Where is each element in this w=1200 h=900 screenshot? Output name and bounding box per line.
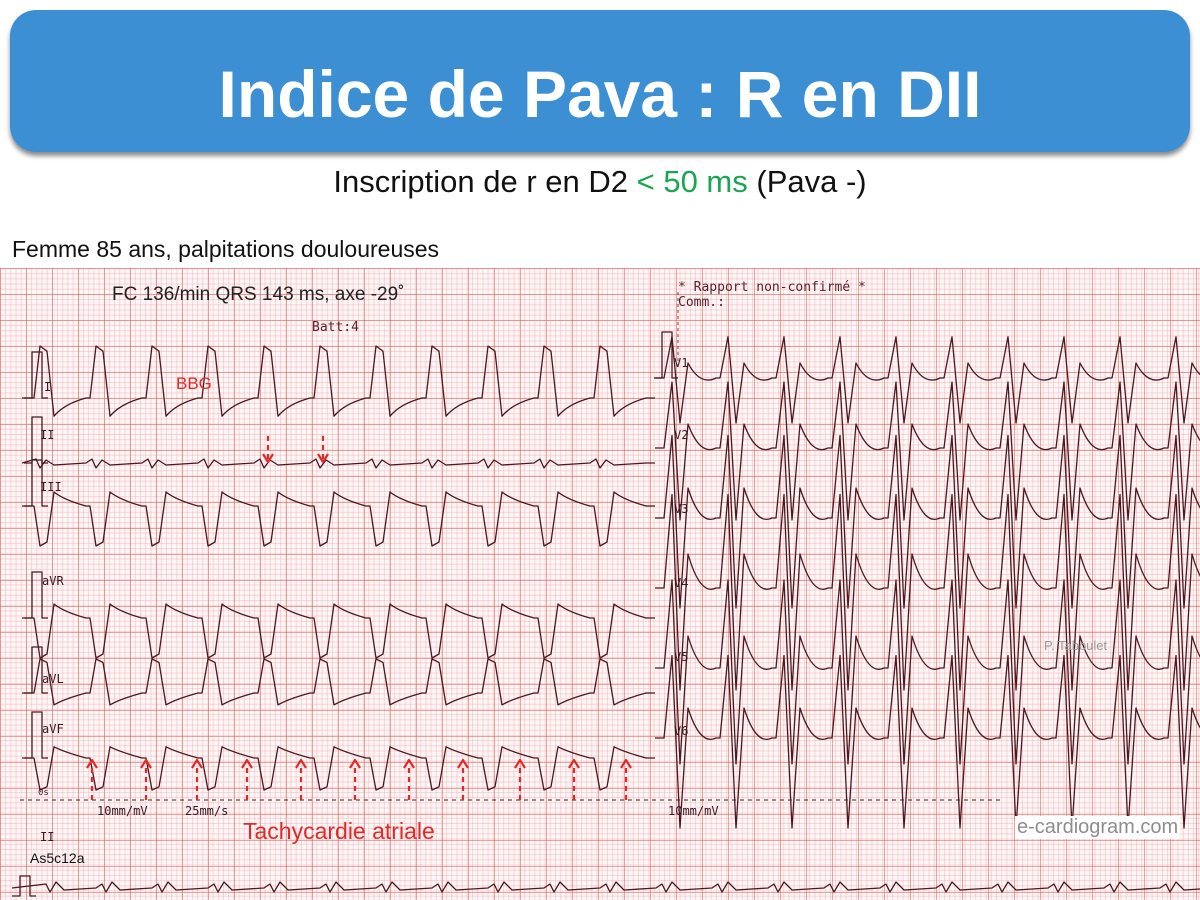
atrial-arrowhead-10 bbox=[568, 758, 580, 769]
report-line-2: Comm.: bbox=[678, 295, 725, 310]
patient-description: Femme 85 ans, palpitations douloureuses bbox=[12, 236, 440, 262]
atrial-arrowhead-9 bbox=[514, 758, 526, 769]
calibration-rhythm bbox=[12, 875, 36, 897]
scale-speed: 25mm/s bbox=[185, 804, 229, 818]
calibration-II bbox=[24, 416, 48, 464]
atrial-arrowhead-7 bbox=[403, 758, 415, 769]
subtitle-suffix: (Pava -) bbox=[747, 164, 867, 199]
calibration-III bbox=[24, 459, 48, 507]
lead-label-V3: V3 bbox=[674, 502, 689, 516]
ecg-battery: Batt:4 bbox=[312, 320, 359, 335]
lead-label-V5: V5 bbox=[674, 650, 689, 664]
lead-II-arrowhead-2 bbox=[317, 453, 329, 464]
lead-label-II: II bbox=[40, 428, 55, 442]
lead-label-aVF: aVF bbox=[42, 722, 64, 736]
atrial-arrowhead-3 bbox=[191, 758, 203, 769]
ecg-measurements: FC 136/min QRS 143 ms, axe -29˚ bbox=[112, 284, 405, 305]
calibration-aVL bbox=[24, 646, 48, 694]
trace-lead-V5 bbox=[655, 579, 1200, 765]
atrial-arrowhead-11 bbox=[620, 758, 632, 769]
atrial-arrowhead-8 bbox=[457, 758, 469, 769]
time-marker: 0s bbox=[38, 788, 49, 798]
trace-lead-aVR bbox=[22, 603, 655, 659]
ecg-report-header: * Rapport non-confirmé * Comm.: bbox=[678, 280, 866, 310]
subtitle: Inscription de r en D2 < 50 ms (Pava -) bbox=[0, 164, 1200, 200]
ecg-tracing: FC 136/min QRS 143 ms, axe -29˚ Batt:4 *… bbox=[0, 268, 1200, 900]
bbg-annotation: BBG bbox=[176, 374, 212, 393]
slide-title: Indice de Pava : R en DII bbox=[218, 57, 982, 131]
lead-label-V1: V1 bbox=[674, 356, 689, 370]
lead-label-aVL: aVL bbox=[42, 672, 64, 686]
trace-lead-V6 bbox=[655, 654, 1200, 829]
case-code: As5c12a bbox=[30, 850, 85, 866]
subtitle-prefix: Inscription de r en D2 bbox=[333, 164, 637, 199]
atrial-arrowhead-6 bbox=[349, 758, 361, 769]
calibration-aVR bbox=[24, 571, 48, 619]
lead-label-V4: V4 bbox=[674, 576, 689, 590]
trace-lead-III bbox=[22, 491, 655, 547]
lead-label-I: I bbox=[44, 380, 52, 394]
lead-label-aVR: aVR bbox=[42, 574, 64, 588]
scale-gain-right: 10mm/mV bbox=[668, 804, 719, 818]
lead-II-arrowhead-1 bbox=[262, 453, 274, 464]
calibration-I bbox=[24, 351, 48, 399]
trace-lead-V3 bbox=[655, 434, 1200, 609]
tachycardia-annotation: Tachycardie atriale bbox=[243, 818, 435, 844]
trace-lead-V2 bbox=[655, 381, 1200, 521]
trace-lead-aVL bbox=[22, 658, 655, 706]
ecg-waveforms bbox=[11, 292, 1200, 897]
calibration-aVF bbox=[24, 711, 48, 759]
title-banner: Indice de Pava : R en DII bbox=[10, 10, 1190, 152]
atrial-arrowhead-5 bbox=[295, 758, 307, 769]
atrial-arrowhead-2 bbox=[140, 758, 152, 769]
scale-gain: 10mm/mV bbox=[97, 804, 148, 818]
lead-label-V6: V6 bbox=[674, 724, 689, 738]
report-line-1: * Rapport non-confirmé * bbox=[678, 280, 866, 295]
trace-lead-aVF bbox=[22, 746, 655, 791]
trace-lead-II bbox=[21, 458, 655, 469]
lead-label-V2: V2 bbox=[674, 428, 689, 442]
website-label: e-cardiogram.com bbox=[1015, 816, 1181, 839]
lead-label-III: III bbox=[40, 480, 62, 494]
lead-label-rhythm-II: II bbox=[40, 830, 55, 844]
atrial-arrowhead-1 bbox=[86, 758, 98, 769]
trace-lead-I bbox=[22, 345, 655, 417]
author-watermark: P. Taboulet bbox=[1044, 638, 1108, 653]
trace-lead-V4 bbox=[655, 493, 1200, 691]
calibration-right bbox=[654, 331, 678, 379]
trace-rhythm-II bbox=[11, 881, 1200, 893]
atrial-arrowhead-4 bbox=[241, 758, 253, 769]
subtitle-highlight: < 50 ms bbox=[636, 164, 748, 199]
trace-lead-V1 bbox=[655, 336, 1200, 424]
